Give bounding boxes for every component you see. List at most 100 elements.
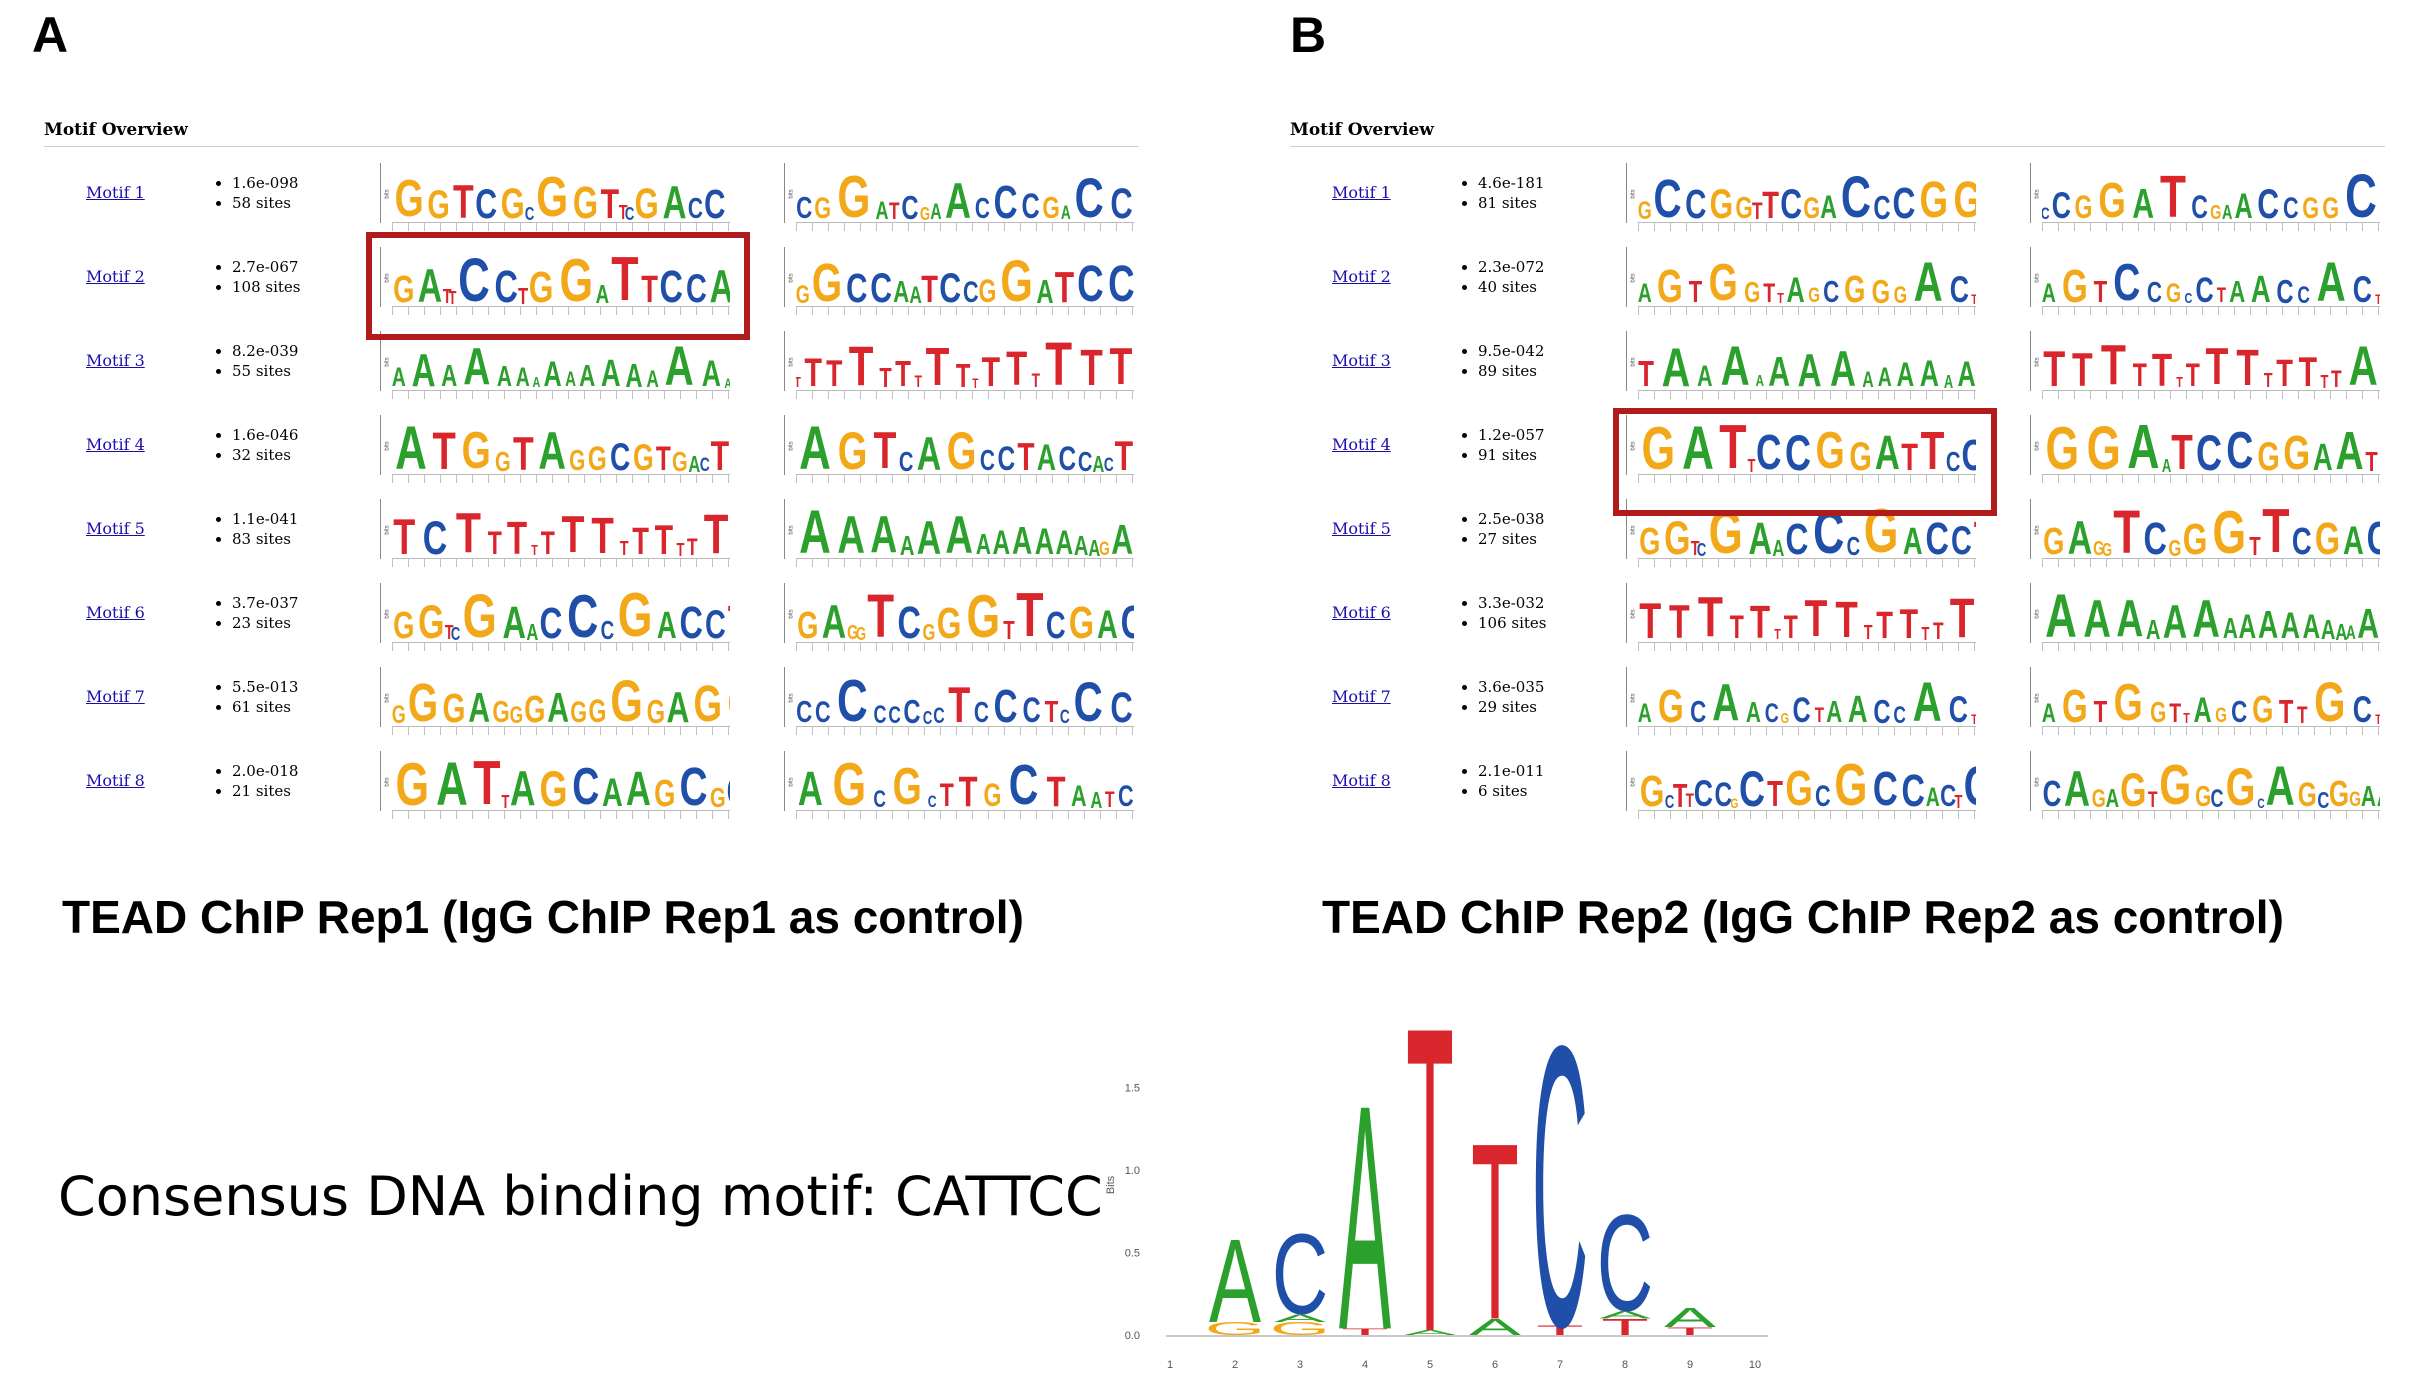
logo-base-t: T [611,245,639,305]
logo-base-t: T [1406,1010,1454,1380]
sequence-logo-reverse: bits C C C C C C C C T C C C T C C C [784,663,1134,735]
logo-ticks [2042,559,2380,567]
logo-base-g: G [2159,753,2192,809]
logo-base-t: T [1899,600,1918,641]
motif-link[interactable]: Motif 2 [86,267,145,286]
logo-base-g: G [1639,520,1661,557]
logo-base-t: T [1697,585,1723,641]
logo-baseline [1638,642,1976,643]
logo-baseline [796,474,1134,475]
logo-base-a: A [1877,362,1892,389]
logo-base-t: T [1932,617,1944,641]
logo-base-c: C [1892,178,1916,221]
logo-base-a: A [1712,674,1740,725]
logo-base-a: A [799,414,831,473]
logo-base-t: T [703,502,729,557]
logo-base-a: A [1036,272,1054,305]
logo-base-a: A [1797,344,1822,389]
logo-base-a: A [2191,589,2220,641]
logo-base-a: A [2193,691,2212,725]
logo-base-t: T [1109,338,1133,389]
motif-link[interactable]: Motif 4 [1332,435,1391,454]
logo-base-a: A [688,450,701,473]
logo-base-t: T [1601,1315,1649,1340]
logo-base-c: C [1785,425,1812,473]
logo-baseline [2042,726,2380,727]
logo-base-c: C [1846,531,1861,557]
logo-base-a: A [1036,437,1056,473]
logo-base-g: G [966,583,1001,642]
motif-link[interactable]: Motif 3 [86,351,145,370]
sequence-logo-forward: bits T A A A A A A A A A A A A A [1626,327,1976,399]
overview-title: Motif Overview [44,120,1139,147]
logo-base-a: A [625,356,643,389]
logo-base-a: A [2045,582,2077,641]
motif-link[interactable]: Motif 8 [86,771,145,790]
y-tick-label: 0.0 [1125,1330,1140,1342]
logo-base-c: C [2257,180,2280,221]
logo-base-c: C [1949,689,1969,725]
motif-link[interactable]: Motif 1 [86,183,145,202]
motif-link[interactable]: Motif 4 [86,435,145,454]
motif-link[interactable]: Motif 5 [1332,519,1391,538]
logo-base-t: T [631,520,649,557]
motif-sites: 91 sites [1478,445,1544,465]
logo-letters: AAAAAAAAAAAAAAAA [392,327,730,389]
logo-base-c: C [685,267,707,305]
motif-evalue: 9.5e-042 [1478,341,1544,361]
motif-sites: 21 sites [232,781,298,801]
logo-ticks [796,223,1134,231]
motif-link[interactable]: Motif 7 [86,687,145,706]
logo-base-a: A [602,771,624,809]
logo-base-a: A [1748,513,1772,557]
logo-base-a: A [600,352,621,389]
sequence-logo-forward: bitsGGTCGAACCCGACCTC [380,579,730,651]
logo-base-t: T [2296,701,2308,725]
motif-sites: 83 sites [232,529,298,549]
logo-base-a: A [1755,373,1764,389]
motif-sites: 29 sites [1478,697,1544,717]
logo-base-g: G [1919,171,1949,221]
logo-base-t: T [1749,596,1770,641]
panel-letter-b: B [1290,7,1327,63]
logo-base-c: C [2051,185,2072,221]
logo-base-g: G [573,177,599,221]
motif-row: Motif 82.1e-0116 sitesbitsGCTTCCGCTGCGCC… [1290,741,2385,825]
logo-letters: AGTGGTTAGCGGGACT [1638,243,1976,305]
logo-base-c: C [1653,168,1682,221]
logo-base-c: C [1812,499,1844,558]
motif-link[interactable]: Motif 2 [1332,267,1391,286]
logo-base-a: A [595,279,610,305]
motif-link[interactable]: Motif 6 [1332,603,1391,622]
logo-base-c: C [2042,773,2062,809]
motif-link[interactable]: Motif 7 [1332,687,1391,706]
logo-base-c: C [572,758,600,809]
motif-link[interactable]: Motif 1 [1332,183,1391,202]
motif-link[interactable]: Motif 6 [86,603,145,622]
logo-base-a: A [2356,600,2379,641]
motif-link[interactable]: Motif 3 [1332,351,1391,370]
motif-evalue: 2.5e-038 [1478,509,1544,529]
logo-base-g: G [2329,773,2350,809]
logo-base-c: C [1872,692,1891,725]
logo-base-a: A [1110,516,1133,557]
logo-base-t: T [2261,497,2290,557]
logo-base-g: G [1893,281,1908,305]
logo-base-c: C [2191,189,2208,221]
motif-link[interactable]: Motif 5 [86,519,145,538]
motif-row: Motif 41.6e-04632 sitesbitsATGGTAGGCGTGA… [44,405,1139,489]
logo-base-c: C [1785,514,1809,557]
logo-base-t: T [2147,787,2158,809]
logo-base-c: C [2353,269,2373,305]
consensus-label: Consensus DNA binding motif: CATTCC [58,1165,1103,1228]
logo-base-t: T [1668,595,1690,641]
logo-baseline [1638,810,1976,811]
logo-letters: CAGAGTGGCGCAGCGGAAGC [2042,747,2380,809]
logo-baseline [1638,726,1976,727]
logo-base-g: G [1744,276,1761,305]
motif-evalue: 2.7e-067 [232,257,301,277]
motif-link[interactable]: Motif 8 [1332,771,1391,790]
logo-base-c: C [993,680,1018,725]
